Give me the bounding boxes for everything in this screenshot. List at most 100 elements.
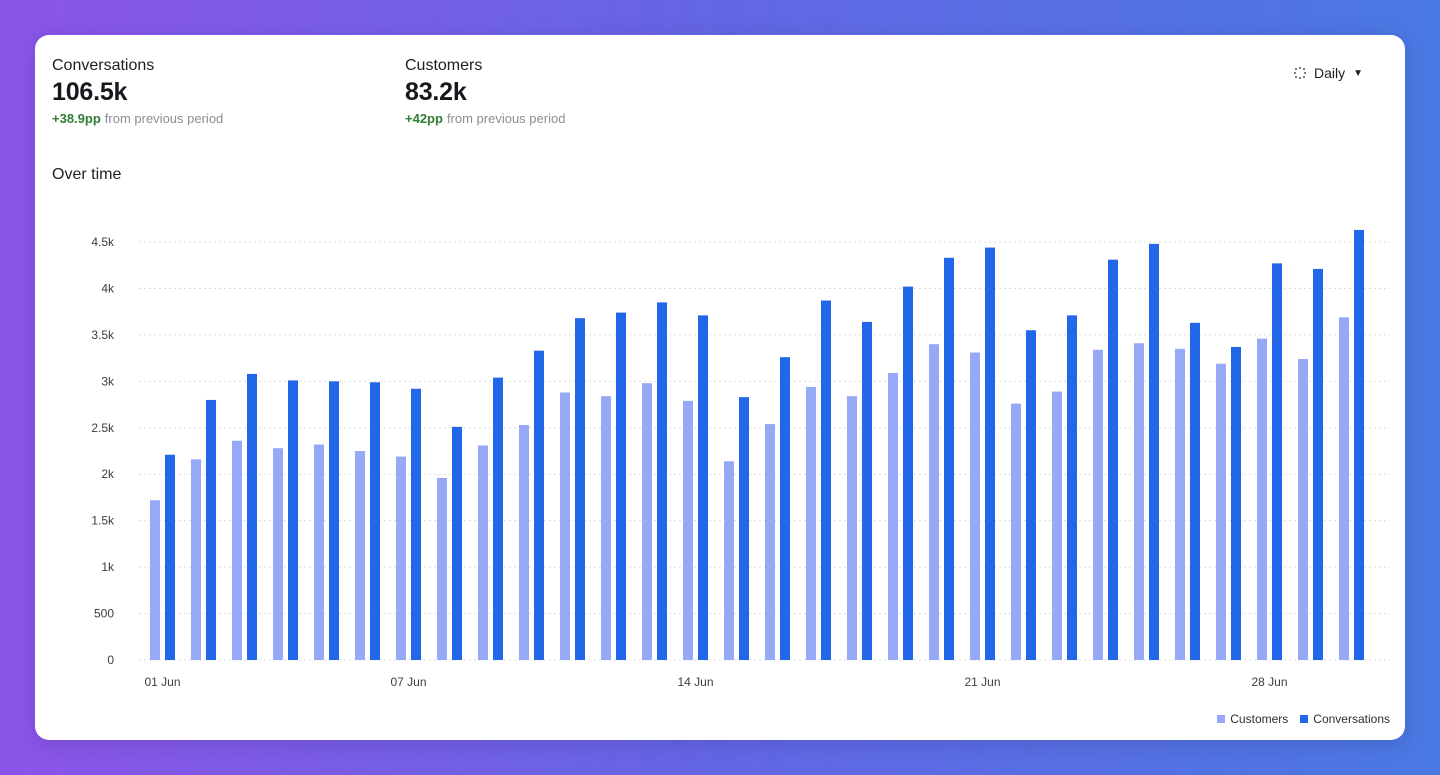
- metric-delta: +38.9pp: [52, 111, 101, 126]
- bar-conversations[interactable]: [411, 388, 421, 660]
- y-tick-label: 3k: [101, 374, 115, 388]
- legend-item-conversations[interactable]: Conversations: [1300, 712, 1390, 726]
- metric-change: +42pp from previous period: [405, 111, 565, 126]
- bar-conversations[interactable]: [903, 286, 913, 660]
- y-tick-label: 2.5k: [91, 421, 115, 435]
- bar-conversations[interactable]: [206, 399, 216, 660]
- bar-customers[interactable]: [437, 477, 447, 660]
- bar-customers[interactable]: [970, 352, 980, 660]
- bar-customers[interactable]: [1298, 359, 1308, 660]
- bar-conversations[interactable]: [862, 321, 872, 660]
- bar-customers[interactable]: [314, 444, 324, 660]
- y-tick-label: 1.5k: [91, 514, 115, 528]
- metric-delta-text: from previous period: [446, 111, 566, 126]
- analytics-card: Conversations 106.5k +38.9pp from previou…: [35, 35, 1405, 740]
- y-tick-label: 3.5k: [91, 328, 115, 342]
- bar-conversations[interactable]: [657, 302, 667, 660]
- bar-conversations[interactable]: [1108, 259, 1118, 660]
- metric-change: +38.9pp from previous period: [52, 111, 223, 126]
- bar-conversations[interactable]: [616, 312, 626, 660]
- bar-customers[interactable]: [1093, 349, 1103, 660]
- bar-customers[interactable]: [1339, 317, 1349, 660]
- metric-delta: +42pp: [405, 111, 443, 126]
- bar-customers[interactable]: [355, 451, 365, 660]
- x-tick-label: 07 Jun: [390, 675, 426, 689]
- bar-customers[interactable]: [273, 448, 283, 660]
- bar-conversations[interactable]: [1190, 322, 1200, 660]
- bar-conversations[interactable]: [1149, 243, 1159, 660]
- bar-conversations[interactable]: [329, 381, 339, 660]
- bar-conversations[interactable]: [1231, 346, 1241, 660]
- bar-customers[interactable]: [683, 400, 693, 660]
- bar-conversations[interactable]: [534, 350, 544, 660]
- bar-conversations[interactable]: [370, 382, 380, 660]
- bar-customers[interactable]: [806, 386, 816, 660]
- y-tick-label: 2k: [101, 467, 115, 481]
- bar-customers[interactable]: [1134, 343, 1144, 660]
- bar-conversations[interactable]: [698, 315, 708, 660]
- bar-conversations[interactable]: [739, 397, 749, 660]
- bar-customers[interactable]: [478, 445, 488, 660]
- bar-conversations[interactable]: [1026, 330, 1036, 660]
- bar-conversations[interactable]: [493, 377, 503, 660]
- bar-customers[interactable]: [929, 344, 939, 660]
- section-title: Over time: [52, 166, 122, 183]
- bar-conversations[interactable]: [1354, 229, 1364, 660]
- metric-title: Conversations: [52, 57, 155, 74]
- metric-title: Customers: [405, 57, 483, 74]
- grid-dots-icon: [1294, 67, 1306, 79]
- y-tick-label: 4k: [101, 281, 115, 295]
- metric-value: 106.5k: [52, 78, 128, 106]
- legend-label: Customers: [1230, 712, 1289, 726]
- bar-customers[interactable]: [1257, 338, 1267, 660]
- bar-conversations[interactable]: [247, 373, 257, 660]
- bar-conversations[interactable]: [821, 300, 831, 660]
- bar-customers[interactable]: [724, 461, 734, 660]
- bar-chart: 0 500 1k 1.5k 2k 2.5k 3k 3.5k 4k 4.5k 01 Jun 07 Jun…: [91, 229, 1390, 689]
- bar-conversations[interactable]: [1067, 315, 1077, 660]
- y-tick-label: 0: [107, 653, 114, 667]
- bar-conversations[interactable]: [1313, 268, 1323, 660]
- interval-label: Daily: [1314, 65, 1346, 81]
- bar-customers[interactable]: [396, 456, 406, 660]
- caret-down-icon: ▼: [1353, 67, 1364, 79]
- x-tick-label: 28 Jun: [1251, 675, 1287, 689]
- x-tick-label: 21 Jun: [964, 675, 1000, 689]
- bar-conversations[interactable]: [288, 380, 298, 660]
- metric-value: 83.2k: [405, 78, 467, 106]
- bar-customers[interactable]: [888, 372, 898, 660]
- bar-customers[interactable]: [560, 392, 570, 660]
- bar-conversations[interactable]: [165, 454, 175, 660]
- bar-conversations[interactable]: [780, 357, 790, 660]
- metric-delta-text: from previous period: [104, 111, 224, 126]
- metric-customers: Customers 83.2k +42pp from previous perio…: [405, 57, 565, 126]
- bar-customers[interactable]: [1011, 403, 1021, 660]
- bar-customers[interactable]: [150, 500, 160, 660]
- bar-customers[interactable]: [847, 396, 857, 660]
- y-tick-label: 500: [94, 607, 114, 621]
- bar-customers[interactable]: [1216, 363, 1226, 660]
- bar-conversations[interactable]: [575, 318, 585, 660]
- bar-customers[interactable]: [191, 459, 201, 660]
- legend-swatch: [1217, 715, 1226, 723]
- bar-conversations[interactable]: [1272, 263, 1282, 660]
- y-tick-label: 1k: [101, 560, 115, 574]
- chart-legend: Customers Conversations: [1217, 712, 1390, 726]
- x-tick-label: 01 Jun: [144, 675, 180, 689]
- x-tick-label: 14 Jun: [677, 675, 713, 689]
- bar-customers[interactable]: [1052, 391, 1062, 660]
- legend-item-customers[interactable]: Customers: [1217, 712, 1288, 726]
- bar-customers[interactable]: [642, 383, 652, 660]
- bar-customers[interactable]: [765, 424, 775, 660]
- metric-conversations: Conversations 106.5k +38.9pp from previou…: [52, 57, 223, 126]
- bar-customers[interactable]: [1175, 348, 1185, 660]
- bar-conversations[interactable]: [985, 247, 995, 660]
- bar-conversations[interactable]: [944, 257, 954, 660]
- legend-label: Conversations: [1313, 712, 1390, 726]
- y-tick-label: 4.5k: [91, 235, 115, 249]
- bar-conversations[interactable]: [452, 426, 462, 660]
- bar-customers[interactable]: [519, 424, 529, 660]
- bar-customers[interactable]: [601, 396, 611, 660]
- interval-dropdown[interactable]: Daily ▼: [1293, 65, 1363, 81]
- bar-customers[interactable]: [232, 440, 242, 660]
